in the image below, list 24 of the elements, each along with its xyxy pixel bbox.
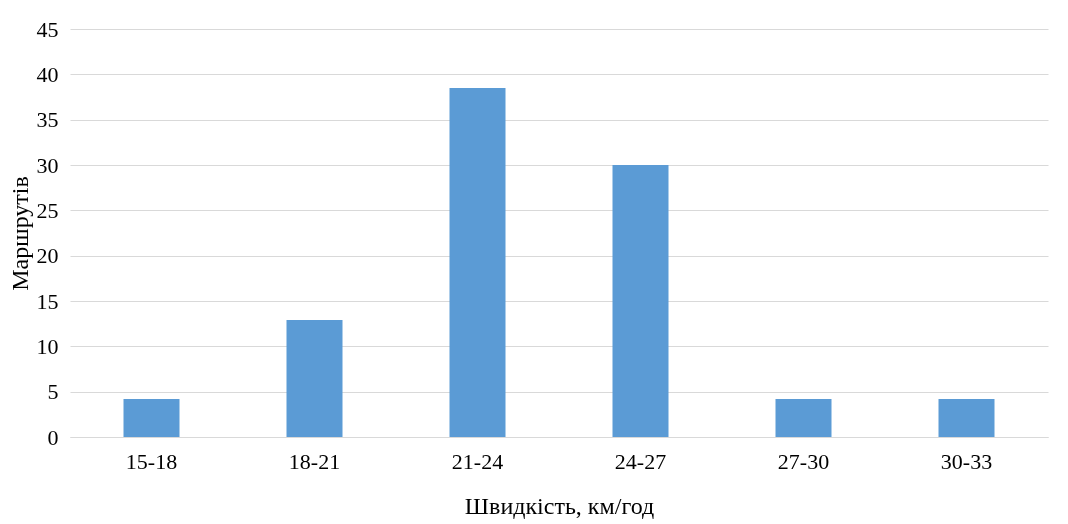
- y-tick-label: 20: [36, 243, 59, 269]
- x-tick-label: 24-27: [614, 448, 667, 474]
- x-tick-label: 27-30: [777, 448, 830, 474]
- y-tick-label: 40: [36, 61, 59, 87]
- y-tick-label: 10: [36, 333, 59, 359]
- x-tick-label: 15-18: [125, 448, 178, 474]
- y-tick-label: 0: [47, 424, 59, 450]
- y-tick-label: 45: [36, 16, 59, 42]
- x-axis-title: Швидкість, км/год: [464, 492, 655, 519]
- x-tick-label: 21-24: [451, 448, 504, 474]
- x-tick-label: 18-21: [288, 448, 341, 474]
- bar: [938, 398, 995, 437]
- y-tick-label: 15: [36, 288, 59, 314]
- x-tick-label: 30-33: [940, 448, 993, 474]
- bar: [612, 165, 669, 437]
- bar: [123, 398, 180, 437]
- y-tick-label: 5: [47, 379, 59, 405]
- bar: [286, 320, 343, 437]
- y-tick-label: 30: [36, 152, 59, 178]
- y-tick-label: 35: [36, 107, 59, 133]
- y-tick-label: 25: [36, 197, 59, 223]
- y-axis-title: Маршрутів: [6, 176, 33, 291]
- bar: [775, 398, 832, 437]
- bar: [449, 87, 506, 437]
